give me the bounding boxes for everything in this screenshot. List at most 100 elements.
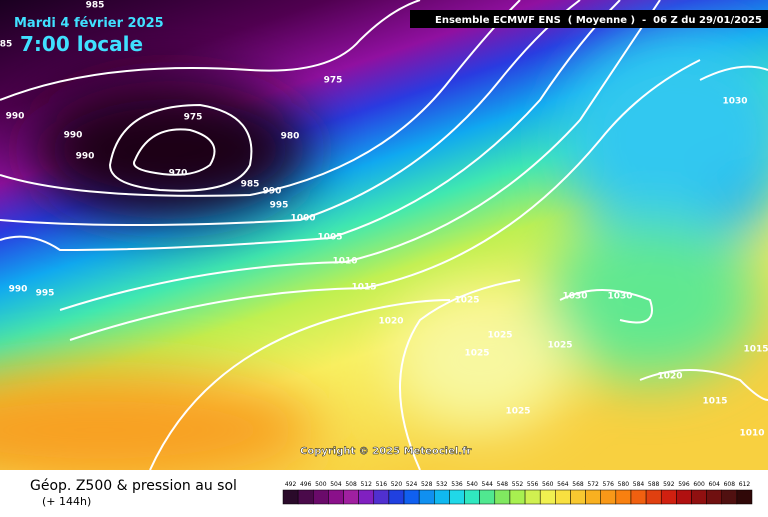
isobar-label: 970 [169, 169, 188, 179]
isobar-label: 1030 [722, 97, 747, 107]
legend-swatch [403, 489, 420, 505]
isobar-label: 1020 [378, 317, 403, 327]
isobar-label: 985 [241, 180, 260, 190]
isobar-label: 990 [76, 152, 95, 162]
legend-label: 532 [436, 481, 448, 488]
footer-title: Géop. Z500 & pression au sol [30, 478, 237, 494]
legend-label: 572 [587, 481, 599, 488]
legend-label: 556 [527, 481, 539, 488]
legend-swatch [494, 489, 511, 505]
isobar-label: 1020 [657, 372, 682, 382]
isobar-label: 990 [64, 131, 83, 141]
legend-swatch [676, 489, 692, 505]
legend-swatch [479, 489, 496, 505]
legend-swatch [449, 489, 465, 505]
isobars [0, 0, 768, 470]
legend-label: 564 [557, 481, 569, 488]
legend-label: 516 [376, 481, 388, 488]
isobar-label: 995 [270, 201, 289, 211]
legend-label: 580 [618, 481, 630, 488]
legend-label: 600 [693, 481, 705, 488]
legend-label: 608 [724, 481, 736, 488]
isobar-label: 1010 [739, 429, 764, 439]
legend-swatch [721, 489, 738, 505]
isobar-label: 1005 [317, 233, 342, 243]
legend-swatch [373, 489, 390, 505]
legend-label: 496 [300, 481, 312, 488]
isobar-label: 1015 [702, 397, 727, 407]
legend-swatch [615, 489, 632, 505]
legend-label: 528 [421, 481, 433, 488]
isobar-label: 1010 [332, 257, 357, 267]
legend-label: 576 [603, 481, 615, 488]
isobar-label: 975 [184, 113, 203, 123]
isobar-label: 985 [86, 1, 105, 11]
legend-label: 544 [482, 481, 494, 488]
legend-swatch [570, 489, 586, 505]
legend-swatch [328, 489, 344, 505]
isobar-label: 990 [9, 285, 28, 295]
isobar-label: 990 [263, 187, 282, 197]
isobar-label: 85 [0, 40, 12, 50]
legend-label: 588 [648, 481, 660, 488]
legend: 492 496 500 504 508 512 516 520 524 528 532 536 540 5… [282, 481, 753, 505]
legend-swatch [282, 489, 299, 505]
isobar-label: 1030 [562, 292, 587, 302]
date: Mardi 4 février 2025 [14, 16, 164, 31]
isobar-label: 1025 [505, 407, 530, 417]
legend-label: 540 [466, 481, 478, 488]
legend-swatch [539, 489, 556, 505]
time: 7:00 locale [20, 32, 143, 56]
legend-swatch [736, 489, 753, 505]
isobar-label: 1025 [454, 296, 479, 306]
copyright: Copyright © 2025 Meteociel.fr [300, 446, 471, 457]
field-blobs [0, 30, 768, 490]
legend-swatch [343, 489, 359, 505]
legend-label: 584 [633, 481, 645, 488]
legend-label: 536 [451, 481, 463, 488]
legend-label: 592 [663, 481, 675, 488]
isobar-label: 1015 [743, 345, 768, 355]
legend-swatch [691, 489, 707, 505]
isobar-label: 995 [36, 289, 55, 299]
legend-swatch [313, 489, 329, 505]
isobar-label: 975 [324, 76, 343, 86]
legend-label: 500 [315, 481, 327, 488]
legend-label: 508 [345, 481, 357, 488]
legend-label: 568 [572, 481, 584, 488]
legend-swatch [600, 489, 617, 505]
legend-swatch [524, 489, 541, 505]
legend-swatch [645, 489, 662, 505]
legend-label: 612 [739, 481, 751, 488]
isobar-label: 1025 [487, 331, 512, 341]
legend-label: 548 [497, 481, 509, 488]
legend-label: 492 [285, 481, 297, 488]
legend-swatch [418, 489, 435, 505]
legend-swatch [434, 489, 450, 505]
model: Ensemble ECMWF ENS ( Moyenne ) - 06 Z du… [435, 15, 762, 26]
footer-lead: (+ 144h) [42, 495, 91, 508]
legend-label: 520 [391, 481, 403, 488]
legend-label: 560 [542, 481, 554, 488]
legend-swatch [585, 489, 601, 505]
isobar-label: 1015 [351, 283, 376, 293]
isobar-label: 1000 [290, 214, 315, 224]
legend-swatch [297, 489, 314, 505]
isobar-label: 980 [281, 132, 300, 142]
legend-label: 504 [330, 481, 342, 488]
legend-label: 552 [512, 481, 524, 488]
isobar-label: 1025 [547, 341, 572, 351]
legend-label: 512 [360, 481, 372, 488]
legend-swatch [706, 489, 722, 505]
legend-swatch [358, 489, 375, 505]
legend-label: 604 [708, 481, 720, 488]
legend-swatch [464, 489, 480, 505]
legend-swatch [388, 489, 405, 505]
isobar-label: 990 [6, 112, 25, 122]
isobar-label: 1030 [607, 292, 632, 302]
legend-swatch [555, 489, 571, 505]
legend-label: 524 [406, 481, 418, 488]
legend-swatch [509, 489, 526, 505]
isobar-labels: 9858599099099097597597098098599099510001… [0, 1, 768, 439]
